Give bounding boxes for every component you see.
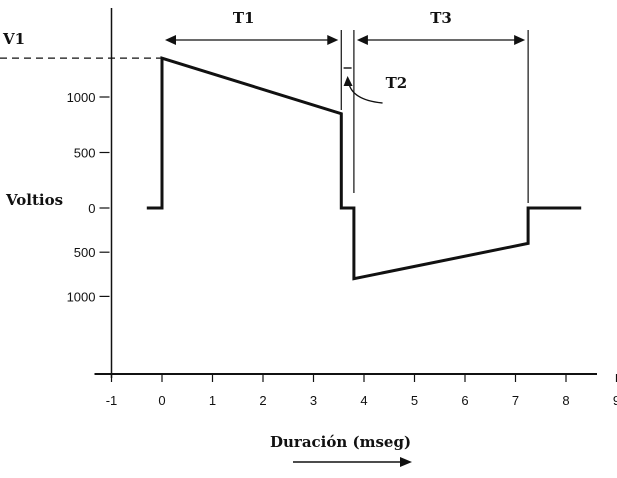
t1-arrow-head-left <box>165 35 176 45</box>
x-tick-label: 3 <box>310 393 317 408</box>
y-axis-label: Voltios <box>5 191 63 209</box>
v1-label: V1 <box>2 30 25 48</box>
t3-label: T3 <box>430 9 452 27</box>
y-tick-label: 500 <box>74 146 96 161</box>
y-tick-label: 1000 <box>67 90 96 105</box>
t1-label: T1 <box>233 9 255 27</box>
t3-arrow-head-right <box>514 35 526 45</box>
x-tick-label: 8 <box>562 393 569 408</box>
y-tick-label: 1000 <box>67 289 96 304</box>
waveform-line <box>146 56 582 281</box>
x-tick-label: 6 <box>461 393 468 408</box>
axes: -101234567892000100050005001000 <box>67 8 617 408</box>
y-tick-label: 0 <box>88 201 95 216</box>
x-tick-label: 5 <box>411 393 418 408</box>
annotations: V1 T1 T3 T2 <box>0 9 529 203</box>
x-direction-arrow <box>293 457 412 467</box>
x-tick-label: -1 <box>106 393 118 408</box>
t1-arrow-head-right <box>327 35 339 45</box>
y-tick-label: 500 <box>74 245 96 260</box>
x-tick-label: 2 <box>259 393 266 408</box>
x-tick-label: 4 <box>360 393 367 408</box>
x-axis-label: Duración (mseg) <box>270 433 411 451</box>
t2-label: T2 <box>386 74 408 92</box>
data-layer <box>146 56 582 281</box>
x-tick-label: 0 <box>158 393 165 408</box>
x-tick-label: 7 <box>512 393 519 408</box>
t3-arrow-head-left <box>356 35 368 45</box>
x-tick-label: 9 <box>613 393 617 408</box>
x-tick-label: 1 <box>209 393 216 408</box>
t2-pointer-head <box>343 76 353 86</box>
